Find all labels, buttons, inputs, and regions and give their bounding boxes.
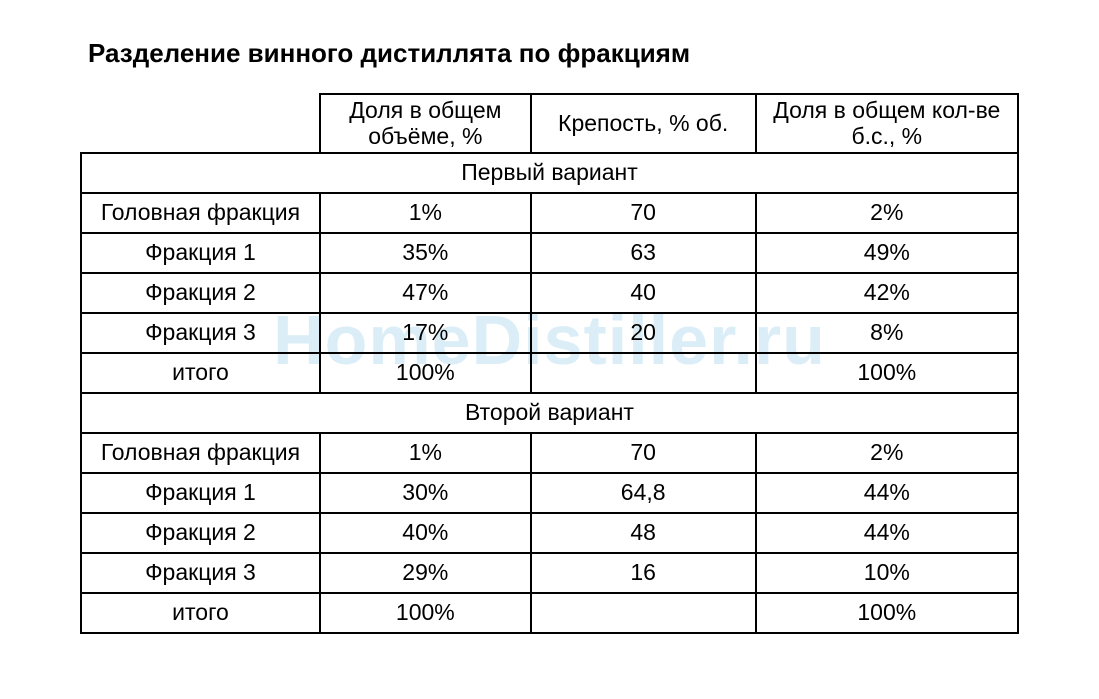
- cell-strength: 48: [531, 513, 756, 553]
- cell-volume: 1%: [320, 193, 531, 233]
- table-row: Головная фракция 1% 70 2%: [81, 433, 1018, 473]
- cell-volume: 29%: [320, 553, 531, 593]
- row-label: итого: [81, 353, 320, 393]
- row-label: Фракция 3: [81, 313, 320, 353]
- cell-strength: 70: [531, 433, 756, 473]
- row-label: Фракция 1: [81, 473, 320, 513]
- cell-strength: [531, 593, 756, 633]
- row-label: Фракция 3: [81, 553, 320, 593]
- fractions-table: Доля в общем объёме, % Крепость, % об. Д…: [80, 93, 1019, 634]
- section-heading: Второй вариант: [81, 393, 1018, 433]
- header-blank: [81, 94, 320, 153]
- cell-strength: 70: [531, 193, 756, 233]
- cell-volume: 47%: [320, 273, 531, 313]
- cell-bs: 100%: [756, 593, 1018, 633]
- cell-bs: 100%: [756, 353, 1018, 393]
- table-row: Головная фракция 1% 70 2%: [81, 193, 1018, 233]
- row-label: Фракция 1: [81, 233, 320, 273]
- header-bs-share: Доля в общем кол-ве б.с., %: [756, 94, 1018, 153]
- table-row: Фракция 3 17% 20 8%: [81, 313, 1018, 353]
- section-heading-row: Первый вариант: [81, 153, 1018, 193]
- cell-bs: 10%: [756, 553, 1018, 593]
- cell-volume: 35%: [320, 233, 531, 273]
- cell-bs: 2%: [756, 193, 1018, 233]
- row-label: Головная фракция: [81, 433, 320, 473]
- cell-bs: 42%: [756, 273, 1018, 313]
- cell-volume: 100%: [320, 353, 531, 393]
- header-volume-share: Доля в общем объёме, %: [320, 94, 531, 153]
- table-row: Фракция 1 35% 63 49%: [81, 233, 1018, 273]
- cell-bs: 2%: [756, 433, 1018, 473]
- cell-strength: 16: [531, 553, 756, 593]
- table-row: Фракция 3 29% 16 10%: [81, 553, 1018, 593]
- cell-strength: 40: [531, 273, 756, 313]
- cell-bs: 8%: [756, 313, 1018, 353]
- cell-strength: 64,8: [531, 473, 756, 513]
- table-row-total: итого 100% 100%: [81, 353, 1018, 393]
- cell-strength: [531, 353, 756, 393]
- table-row: Фракция 2 40% 48 44%: [81, 513, 1018, 553]
- cell-volume: 30%: [320, 473, 531, 513]
- row-label: Фракция 2: [81, 273, 320, 313]
- cell-bs: 44%: [756, 473, 1018, 513]
- row-label: Фракция 2: [81, 513, 320, 553]
- table-row-total: итого 100% 100%: [81, 593, 1018, 633]
- cell-volume: 1%: [320, 433, 531, 473]
- table-row: Фракция 1 30% 64,8 44%: [81, 473, 1018, 513]
- cell-bs: 44%: [756, 513, 1018, 553]
- row-label: Головная фракция: [81, 193, 320, 233]
- cell-volume: 40%: [320, 513, 531, 553]
- row-label: итого: [81, 593, 320, 633]
- cell-bs: 49%: [756, 233, 1018, 273]
- table-header-row: Доля в общем объёме, % Крепость, % об. Д…: [81, 94, 1018, 153]
- cell-strength: 63: [531, 233, 756, 273]
- cell-volume: 100%: [320, 593, 531, 633]
- page-title: Разделение винного дистиллята по фракция…: [88, 38, 1019, 69]
- section-heading: Первый вариант: [81, 153, 1018, 193]
- header-strength: Крепость, % об.: [531, 94, 756, 153]
- table-row: Фракция 2 47% 40 42%: [81, 273, 1018, 313]
- cell-volume: 17%: [320, 313, 531, 353]
- section-heading-row: Второй вариант: [81, 393, 1018, 433]
- cell-strength: 20: [531, 313, 756, 353]
